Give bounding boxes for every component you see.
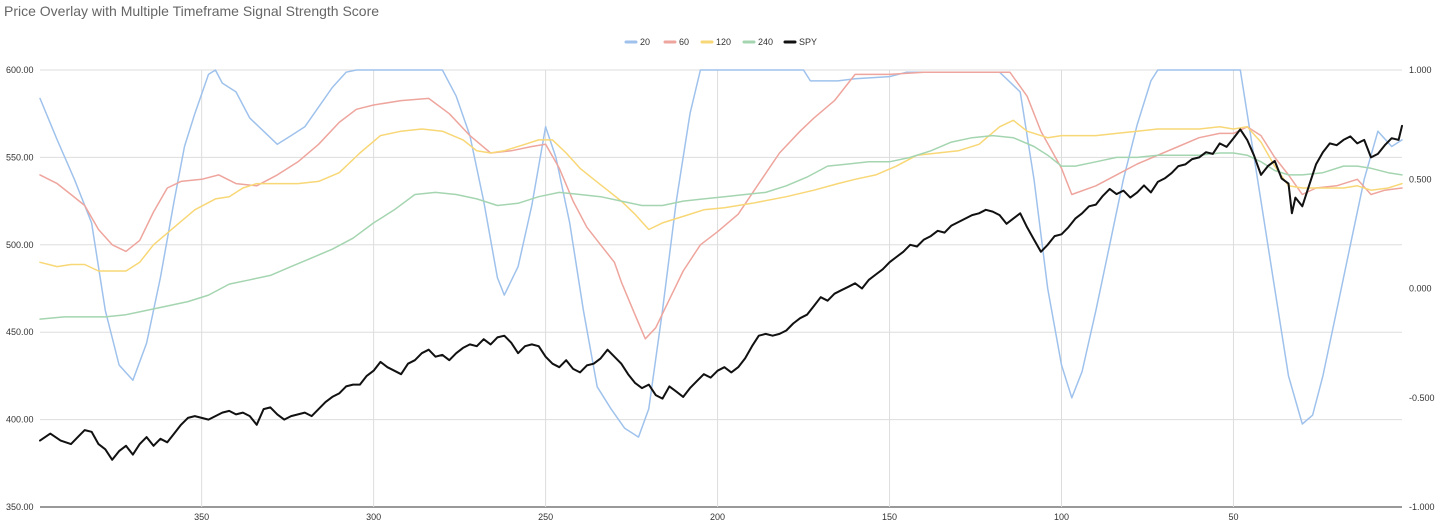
x-tick-label: 100 [1054, 512, 1069, 522]
legend-label-60: 60 [679, 37, 689, 47]
x-tick-label: 250 [538, 512, 553, 522]
y-right-tick-label: -0.500 [1409, 393, 1435, 403]
series-line-240 [39, 134, 1403, 320]
chart-title: Price Overlay with Multiple Timeframe Si… [4, 3, 380, 19]
grid [40, 69, 1402, 508]
series-line-20 [39, 69, 1403, 438]
y-left-tick-label: 350.00 [6, 502, 34, 512]
x-tick-label: 300 [366, 512, 381, 522]
axes: 350.00 400.00 450.00 500.00 550.00 600.00 -1.0… [6, 65, 1435, 522]
y-left-tick-label: 550.00 [6, 152, 34, 162]
y-right-tick-label: -1.000 [1409, 502, 1435, 512]
series-line-60 [39, 71, 1403, 340]
legend: 20 60 120 240 SPY [624, 37, 817, 47]
x-tick-label: 200 [710, 512, 725, 522]
y-left-tick-label: 400.00 [6, 415, 34, 425]
legend-label-240: 240 [758, 37, 773, 47]
x-tick-label: 150 [882, 512, 897, 522]
series-line-120 [39, 119, 1403, 272]
y-left-tick-label: 450.00 [6, 327, 34, 337]
y-right-tick-label: 0.500 [1409, 174, 1432, 184]
legend-label-spy: SPY [799, 37, 817, 47]
x-tick-label: 50 [1228, 512, 1238, 522]
legend-label-20: 20 [640, 37, 650, 47]
y-right-tick-label: 1.000 [1409, 65, 1432, 75]
series-lines [39, 69, 1403, 461]
legend-label-120: 120 [716, 37, 731, 47]
y-left-tick-label: 600.00 [6, 65, 34, 75]
x-tick-label: 350 [194, 512, 209, 522]
y-left-tick-label: 500.00 [6, 240, 34, 250]
y-right-tick-label: 0.000 [1409, 284, 1432, 294]
series-line-spy [39, 124, 1403, 461]
